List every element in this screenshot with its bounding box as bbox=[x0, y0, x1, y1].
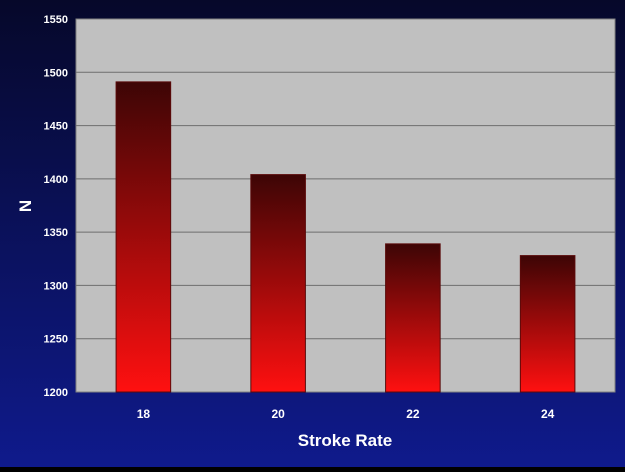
y-tick-label: 1350 bbox=[44, 227, 68, 239]
x-tick-label: 22 bbox=[406, 407, 420, 421]
bar-24 bbox=[519, 255, 576, 393]
x-tick-label: 24 bbox=[541, 407, 555, 421]
bars bbox=[115, 81, 576, 393]
y-tick-label: 1400 bbox=[44, 174, 68, 186]
x-tick-label: 20 bbox=[271, 407, 285, 421]
x-axis-tick-labels: 18 20 22 24 bbox=[137, 407, 555, 421]
y-axis-tick-labels: 1200 1250 1300 1350 1400 1450 1500 1550 bbox=[44, 14, 68, 399]
x-axis-label: Stroke Rate bbox=[298, 431, 392, 450]
y-tick-label: 1550 bbox=[44, 14, 68, 26]
y-tick-label: 1250 bbox=[44, 334, 68, 346]
y-tick-label: 1300 bbox=[44, 280, 68, 292]
bar-18 bbox=[115, 81, 172, 393]
y-axis-label: N bbox=[16, 200, 35, 212]
y-tick-label: 1450 bbox=[44, 121, 68, 133]
y-tick-label: 1200 bbox=[44, 387, 68, 399]
bar-20 bbox=[250, 174, 306, 393]
x-tick-label: 18 bbox=[137, 407, 151, 421]
y-tick-label: 1500 bbox=[44, 67, 68, 79]
bar-22 bbox=[385, 243, 441, 393]
